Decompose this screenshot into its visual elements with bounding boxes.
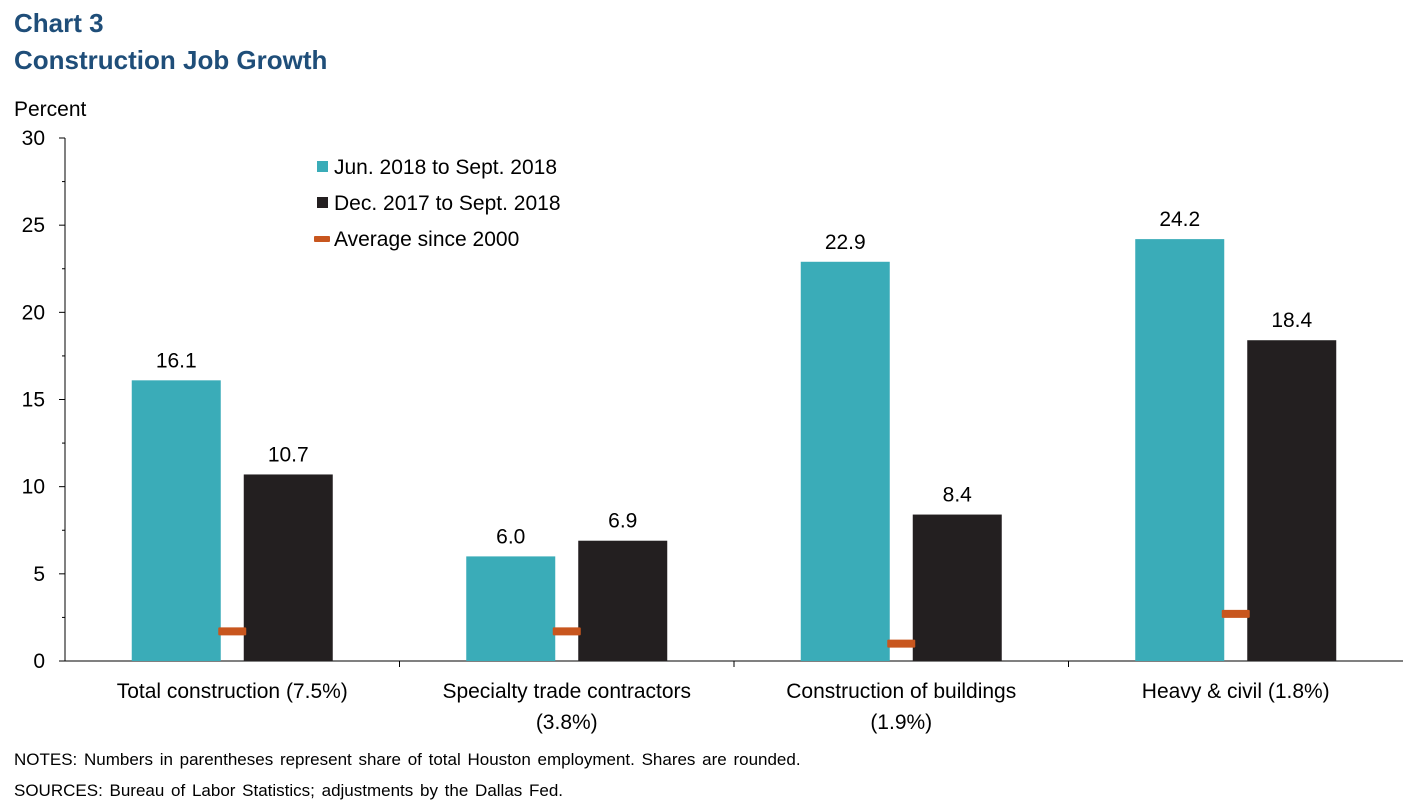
legend: Jun. 2018 to Sept. 2018 Dec. 2017 to Sept…: [314, 156, 561, 251]
bar-value-label: 22.9: [825, 231, 866, 254]
average-marker: [552, 627, 581, 636]
bar-series-1: [1135, 239, 1225, 661]
legend-swatch-marker: [314, 236, 330, 242]
average-marker: [887, 639, 916, 648]
average-marker: [1221, 609, 1250, 618]
legend-label: Jun. 2018 to Sept. 2018: [334, 156, 557, 179]
bar-value-label: 16.1: [156, 349, 197, 372]
bars: [131, 239, 1337, 661]
data-labels: 16.1 10.7 6.0 6.9 22.9 8.4 24.2 18.4: [156, 208, 1313, 548]
bar-series-1: [800, 261, 890, 661]
average-marker: [218, 627, 247, 636]
legend-swatch-1: [317, 161, 328, 172]
bar-series-2: [243, 474, 333, 661]
bar-value-label: 24.2: [1159, 208, 1200, 231]
bar-series-2: [912, 514, 1002, 661]
y-tick-label: 30: [22, 127, 45, 150]
chart-plot: Percent 0 5 10 15 20 25 30 Total construction (7…: [14, 98, 1403, 734]
x-category-label: Heavy & civil (1.8%): [1142, 680, 1330, 703]
bar-series-1: [466, 556, 556, 661]
axes: Percent 0 5 10 15 20 25 30 Total construction (7…: [14, 98, 1403, 734]
y-tick-label: 0: [33, 650, 45, 673]
sources-text: SOURCES: Bureau of Labor Statistics; adj…: [14, 781, 564, 800]
x-category-label: (3.8%): [536, 711, 598, 734]
chart-label: Chart 3: [14, 8, 104, 38]
x-category-label: Total construction (7.5%): [117, 680, 348, 703]
notes-text: NOTES: Numbers in parentheses represent …: [14, 750, 801, 769]
x-category-label: Construction of buildings: [786, 680, 1016, 703]
y-tick-label: 15: [22, 389, 45, 412]
bar-value-label: 8.4: [943, 484, 973, 507]
x-category-label: (1.9%): [870, 711, 932, 734]
legend-label: Dec. 2017 to Sept. 2018: [334, 192, 561, 215]
y-tick-label: 20: [22, 301, 45, 324]
bar-series-2: [1247, 340, 1337, 661]
x-category-label: Specialty trade contractors: [442, 680, 691, 703]
y-axis-label: Percent: [14, 98, 87, 121]
y-tick-label: 25: [22, 214, 45, 237]
bar-value-label: 10.7: [268, 443, 309, 466]
bar-value-label: 18.4: [1271, 309, 1312, 332]
legend-swatch-2: [317, 197, 328, 208]
bar-series-1: [131, 380, 221, 661]
bar-value-label: 6.0: [496, 525, 525, 548]
bar-series-2: [578, 540, 668, 661]
y-tick-label: 10: [22, 476, 45, 499]
y-tick-label: 5: [33, 563, 45, 586]
chart-title: Construction Job Growth: [14, 45, 328, 75]
legend-label: Average since 2000: [334, 228, 519, 251]
bar-value-label: 6.9: [608, 510, 637, 533]
